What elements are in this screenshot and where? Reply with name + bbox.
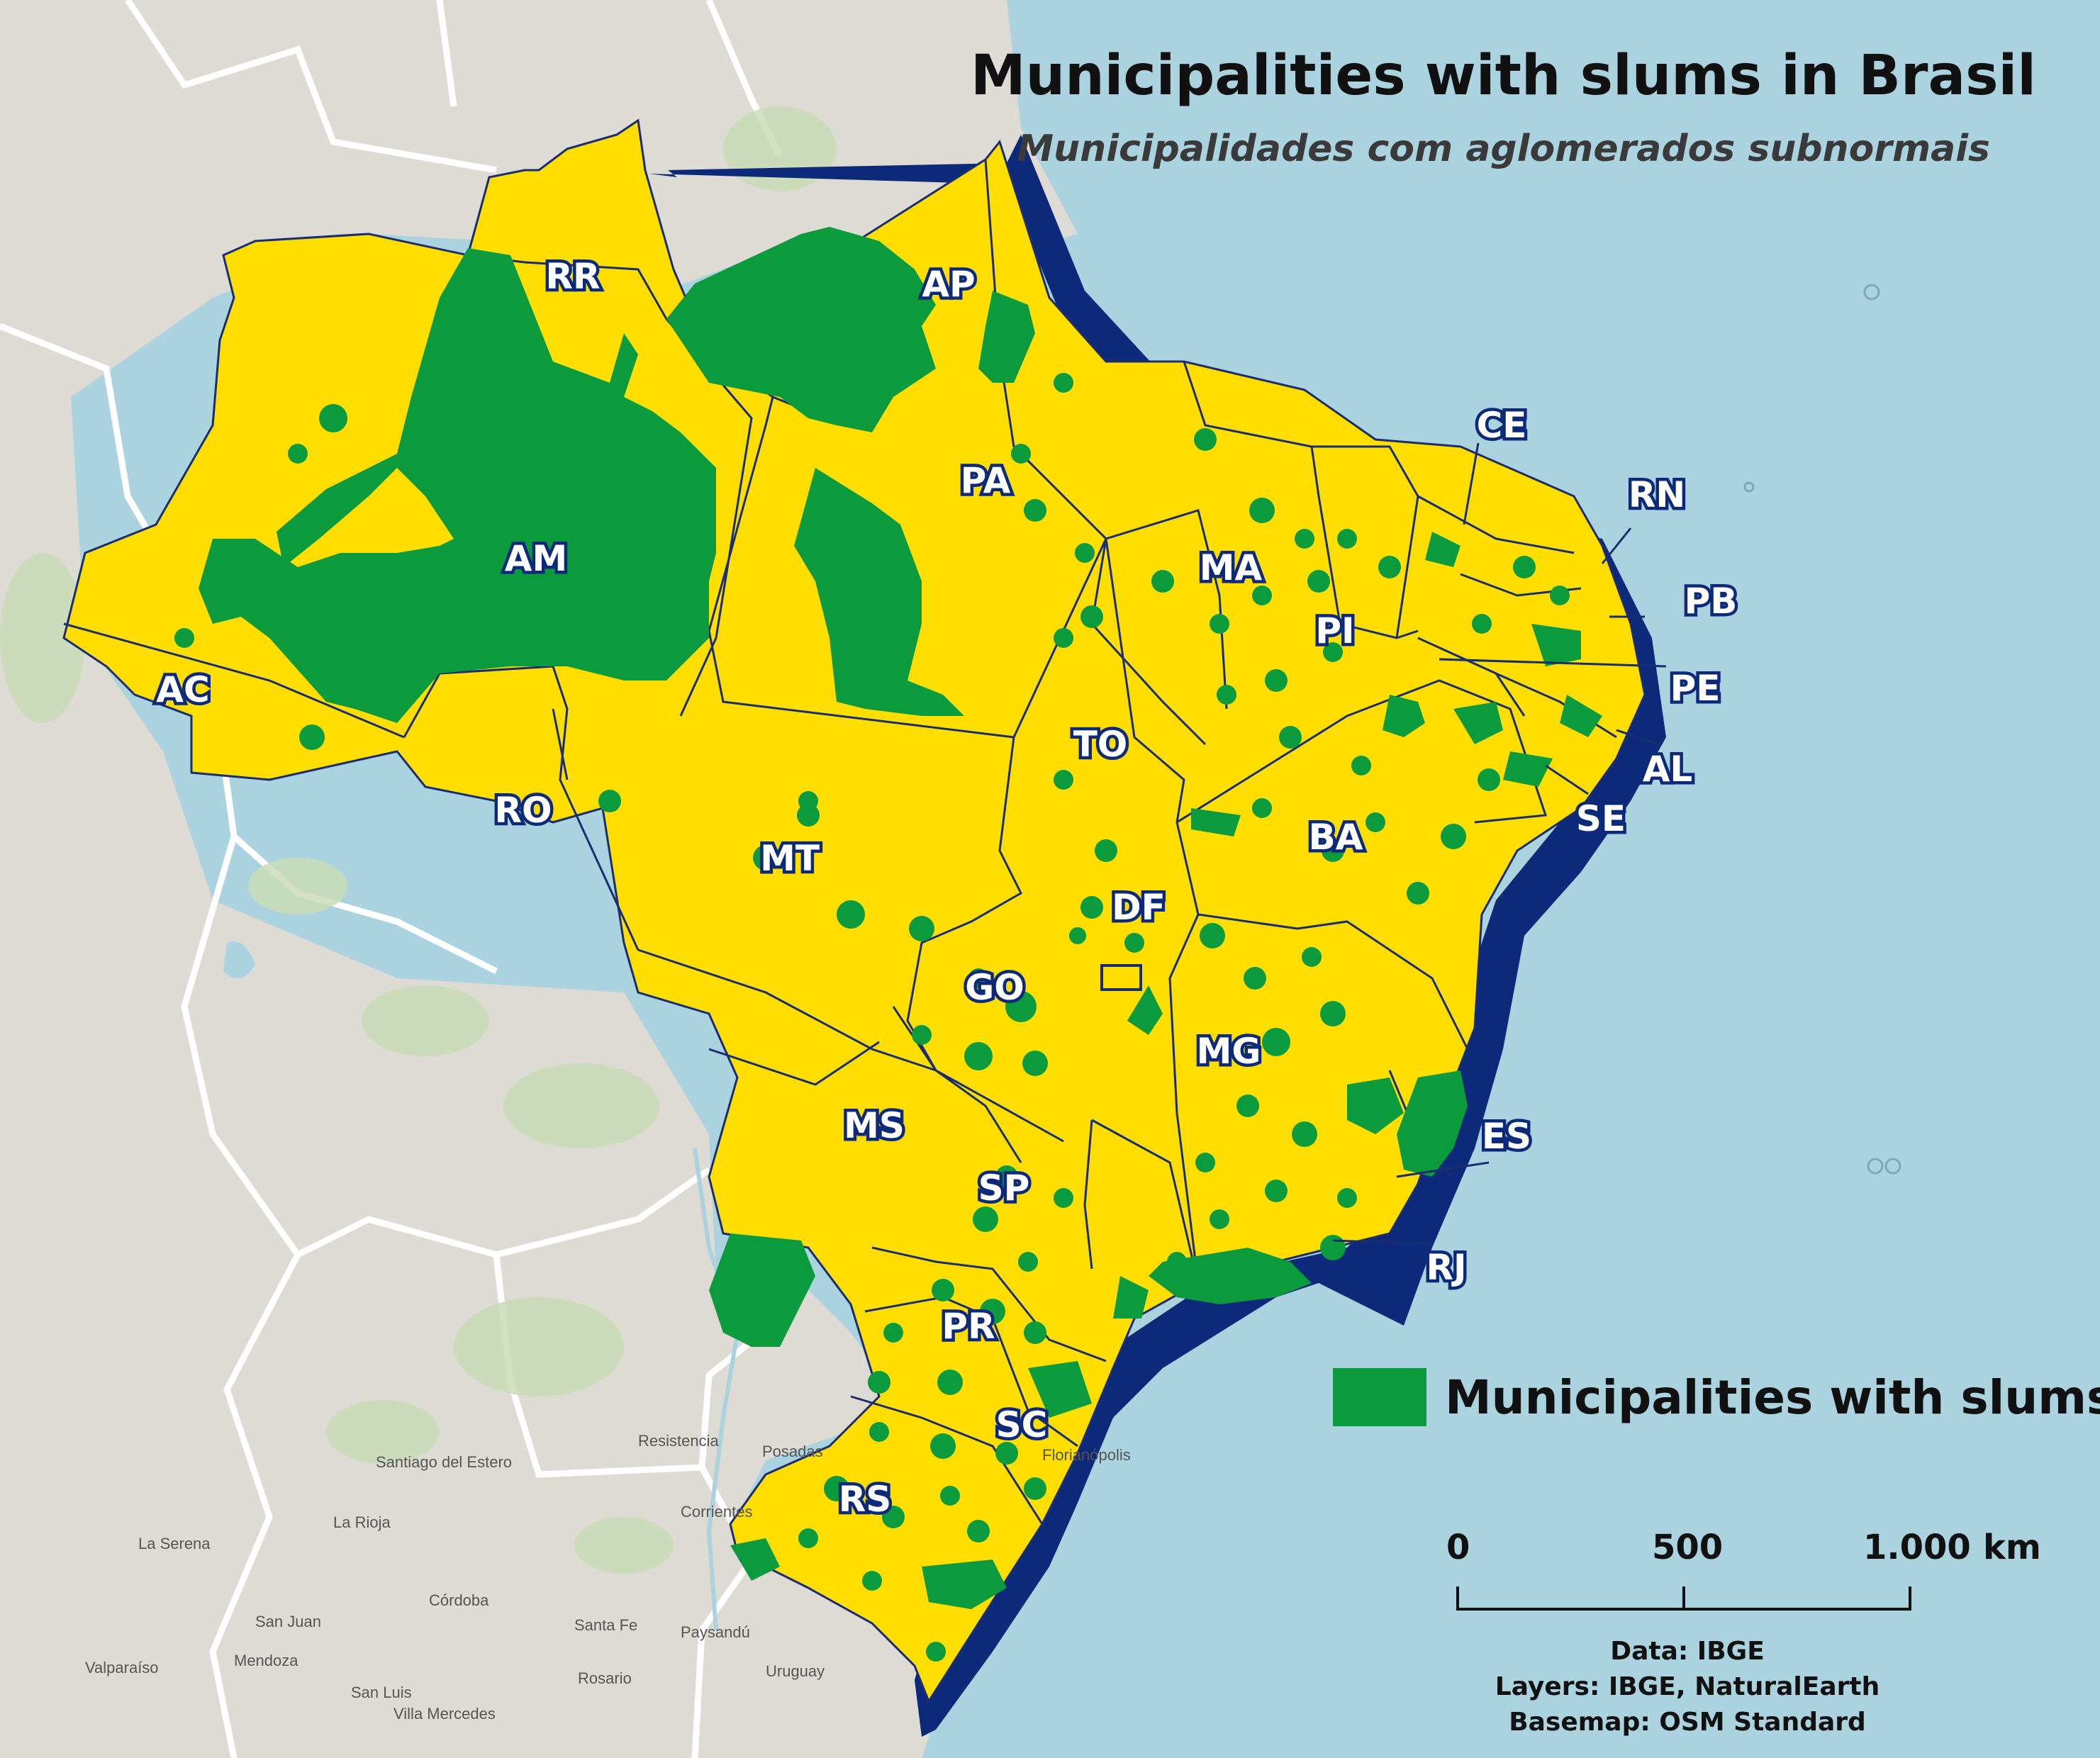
state-label-mg: MG xyxy=(1197,1031,1261,1072)
state-label-rn: RN xyxy=(1629,474,1685,515)
slum-municipalities xyxy=(199,227,1602,1609)
state-label-ac: AC xyxy=(156,669,209,710)
df-outline xyxy=(1100,964,1142,991)
scale-label-500: 500 xyxy=(1652,1528,1724,1567)
state-label-rr: RR xyxy=(545,256,600,297)
place-label: Santiago del Estero xyxy=(376,1453,512,1471)
scale-bar xyxy=(1456,1586,1911,1611)
place-label: Florianópolis xyxy=(1042,1446,1131,1464)
state-label-rs: RS xyxy=(839,1479,892,1520)
place-label: Corrientes xyxy=(681,1503,752,1521)
state-label-es: ES xyxy=(1482,1116,1531,1157)
place-label: Paysandú xyxy=(681,1623,750,1641)
place-label: Valparaíso xyxy=(85,1659,159,1676)
place-label: La Serena xyxy=(138,1535,211,1552)
state-label-rj: RJ xyxy=(1426,1247,1466,1288)
state-label-sc: SC xyxy=(996,1404,1048,1445)
state-label-to: TO xyxy=(1073,724,1128,765)
state-label-sp: SP xyxy=(978,1168,1030,1209)
state-label-al: AL xyxy=(1643,749,1693,790)
state-label-ro: RO xyxy=(494,790,552,831)
river-paraguay xyxy=(693,1148,740,1631)
place-label: Resistencia xyxy=(638,1432,719,1450)
place-label: San Juan xyxy=(255,1613,321,1630)
ocean-islands xyxy=(1743,284,1901,1175)
place-label: Santa Fe xyxy=(574,1616,637,1634)
basemap-green-patches xyxy=(0,106,837,1574)
legend: Municipalities with slums xyxy=(1333,1368,2100,1426)
map-subtitle: Municipalidades com aglomerados subnorma… xyxy=(1017,128,1990,170)
state-labels: RR AP AM PA CE RN PB PE AL SE MA PI AC T… xyxy=(153,253,1741,1523)
leader-lines xyxy=(1332,442,1667,1245)
credits: Data: IBGE Layers: IBGE, NaturalEarth Ba… xyxy=(1453,1634,1921,1740)
state-label-am: AM xyxy=(505,538,567,579)
state-label-se: SE xyxy=(1576,798,1626,839)
south-america-landmass xyxy=(0,0,1078,1758)
basemap-place-labels: Santiago del Estero La Rioja La Serena S… xyxy=(85,1432,1131,1723)
state-label-pi: PI xyxy=(1315,610,1354,651)
legend-label: Municipalities with slums xyxy=(1445,1370,2100,1425)
credit-layers: Layers: IBGE, NaturalEarth xyxy=(1495,1672,1880,1701)
place-label: Córdoba xyxy=(429,1591,489,1609)
place-label: Uruguay xyxy=(766,1662,825,1680)
scale-label-0: 0 xyxy=(1446,1528,1470,1567)
state-label-pr: PR xyxy=(942,1306,995,1347)
legend-swatch xyxy=(1333,1368,1426,1426)
state-label-df: DF xyxy=(1112,887,1166,928)
place-label: Rosario xyxy=(578,1669,632,1687)
state-label-pb: PB xyxy=(1685,581,1738,622)
map-title: Municipalities with slums in Brasil xyxy=(970,44,2036,108)
scale-label-1000: 1.000 xyxy=(1863,1528,1971,1567)
state-label-ap: AP xyxy=(922,264,975,305)
lake-titicaca xyxy=(223,941,255,979)
state-label-pa: PA xyxy=(961,460,1011,501)
state-label-ba: BA xyxy=(1309,817,1363,858)
slum-municipality-dots xyxy=(174,373,1570,1662)
state-label-mt: MT xyxy=(760,838,820,879)
place-label: Mendoza xyxy=(234,1652,298,1669)
state-label-ma: MA xyxy=(1200,547,1263,588)
credit-data: Data: IBGE xyxy=(1610,1637,1765,1666)
state-label-go: GO xyxy=(965,967,1024,1008)
credit-basemap: Basemap: OSM Standard xyxy=(1509,1708,1866,1737)
scale-unit: km xyxy=(1983,1528,2041,1567)
state-label-ce: CE xyxy=(1477,405,1527,446)
state-label-ms: MS xyxy=(844,1105,905,1146)
place-label: La Rioja xyxy=(333,1513,391,1531)
state-label-pe: PE xyxy=(1670,668,1721,709)
place-label: Posadas xyxy=(762,1443,823,1460)
place-label: San Luis xyxy=(351,1684,412,1701)
place-label: Villa Mercedes xyxy=(393,1705,496,1723)
